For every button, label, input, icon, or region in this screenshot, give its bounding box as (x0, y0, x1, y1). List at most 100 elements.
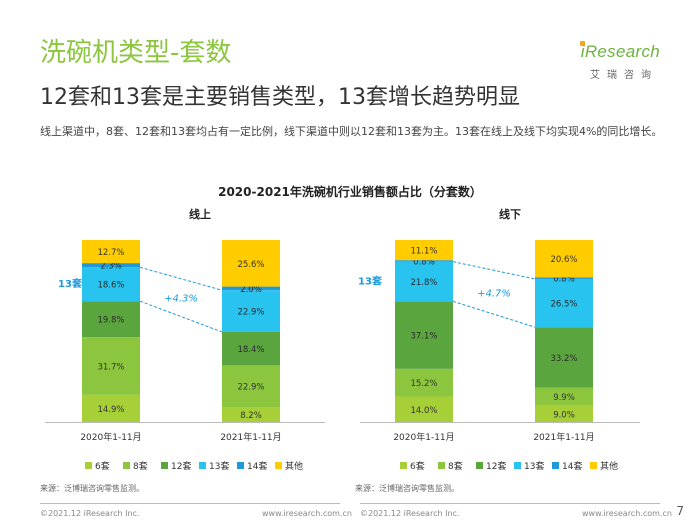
legend-label: 14套 (247, 460, 267, 472)
panel-label: 线上 (189, 207, 211, 221)
legend-swatch (514, 462, 521, 469)
bar-segment (395, 261, 453, 302)
logo-subtitle: 艾瑞咨询 (590, 70, 658, 81)
bar-segment (82, 267, 140, 302)
data-label: 9.0% (553, 410, 575, 420)
bar-segment (395, 301, 453, 369)
legend-swatch (123, 462, 130, 469)
legend-swatch (590, 462, 597, 469)
legend-label: 8套 (133, 460, 148, 472)
source-note: 来源：泛博瑞咨询零售监测。 (355, 483, 459, 493)
bar-segment (395, 368, 453, 397)
legend-label: 14套 (562, 460, 582, 472)
data-label: 37.1% (410, 332, 437, 342)
legend-swatch (85, 462, 92, 469)
data-label: 22.9% (237, 383, 264, 393)
footer-divider-left (40, 503, 340, 504)
legend-swatch (161, 462, 168, 469)
data-label: 0.8% (413, 257, 435, 267)
legend-label: 12套 (486, 460, 506, 472)
data-label: 31.7% (97, 363, 124, 373)
legend-label: 6套 (410, 460, 425, 472)
growth-connector-bottom (139, 300, 223, 333)
legend-label: 13套 (209, 460, 229, 472)
data-label: 33.2% (550, 354, 577, 364)
logo-brand: iResearch (580, 42, 660, 61)
data-label: 11.1% (410, 247, 437, 257)
legend-swatch (199, 462, 206, 469)
bar-segment (395, 240, 453, 261)
bar-segment (222, 240, 280, 287)
description: 线上渠道中，8套、12套和13套均占有一定比例，线下渠道中则以12套和13套为主… (40, 125, 663, 138)
footer-divider-right (360, 503, 660, 504)
chart-title: 2020-2021年洗碗机行业销售额占比（分套数） (218, 184, 482, 199)
bar-segment (222, 286, 280, 291)
bar-segment (222, 407, 280, 422)
bar-segment (82, 337, 140, 395)
data-label: 12.7% (97, 248, 124, 258)
data-label: 18.4% (237, 345, 264, 355)
legend-label: 12套 (171, 460, 191, 472)
bar-segment (222, 365, 280, 408)
data-label: 22.9% (237, 308, 264, 318)
legend-label: 8套 (448, 460, 463, 472)
data-label: 14.0% (410, 406, 437, 416)
growth-connector-top (139, 266, 223, 291)
bar-segment (535, 387, 593, 406)
data-label: 2.3% (100, 262, 122, 272)
footer-copyright-left: ©2021.12 iResearch Inc. (40, 509, 140, 518)
bar-segment (82, 240, 140, 264)
data-label: 9.9% (553, 393, 575, 403)
bar-segment (535, 277, 593, 279)
data-label: 14.9% (97, 405, 124, 415)
data-label: 15.2% (410, 379, 437, 389)
data-label: 2.0% (240, 285, 262, 295)
legend-label: 其他 (285, 460, 303, 472)
panel-label: 线下 (499, 207, 521, 221)
growth-label: +4.3% (164, 294, 198, 305)
source-note: 来源：泛博瑞咨询零售监测。 (40, 483, 144, 493)
legend-swatch (275, 462, 282, 469)
bar-segment (535, 327, 593, 388)
x-tick-label: 2020年1-11月 (80, 431, 141, 443)
data-label: 21.8% (410, 278, 437, 288)
bar-segment (222, 290, 280, 332)
bar-segment (395, 260, 453, 262)
footer-copyright-right: ©2021.12 iResearch Inc. (360, 509, 460, 518)
logo-dot-icon (580, 41, 585, 46)
bar-segment (82, 301, 140, 338)
data-label: 18.6% (97, 281, 124, 291)
data-label: 20.6% (550, 255, 577, 265)
bar-segment (395, 396, 453, 422)
growth-label: +4.7% (477, 288, 511, 299)
data-label: 8.2% (240, 411, 262, 421)
legend-swatch (552, 462, 559, 469)
bar-segment (535, 278, 593, 328)
bar-segment (222, 331, 280, 366)
legend-label: 13套 (524, 460, 544, 472)
bar-segment (535, 405, 593, 422)
headline: 12套和13套是主要销售类型，13套增长趋势明显 (40, 85, 520, 110)
legend-swatch (400, 462, 407, 469)
bar-segment (82, 263, 140, 268)
x-tick-label: 2021年1-11月 (533, 431, 594, 443)
x-tick-label: 2020年1-11月 (393, 431, 454, 443)
legend-label: 其他 (600, 460, 618, 472)
footer-website-right: www.iresearch.com.cn (582, 509, 672, 518)
legend-label: 6套 (95, 460, 110, 472)
x-tick-label: 2021年1-11月 (220, 431, 281, 443)
bar-segment (82, 394, 140, 422)
highlight-label: 13套 (58, 277, 83, 290)
legend-swatch (476, 462, 483, 469)
data-label: 19.8% (97, 316, 124, 326)
data-label: 26.5% (550, 300, 577, 310)
data-label: 25.6% (237, 260, 264, 270)
legend-swatch (237, 462, 244, 469)
data-label: 0.8% (553, 275, 575, 285)
page-title: 洗碗机类型-套数 (40, 38, 232, 68)
growth-connector-bottom (452, 300, 536, 328)
iresearch-logo: iResearch 艾瑞咨询 (576, 41, 660, 86)
bar-segment (535, 240, 593, 278)
growth-connector-top (452, 261, 536, 280)
